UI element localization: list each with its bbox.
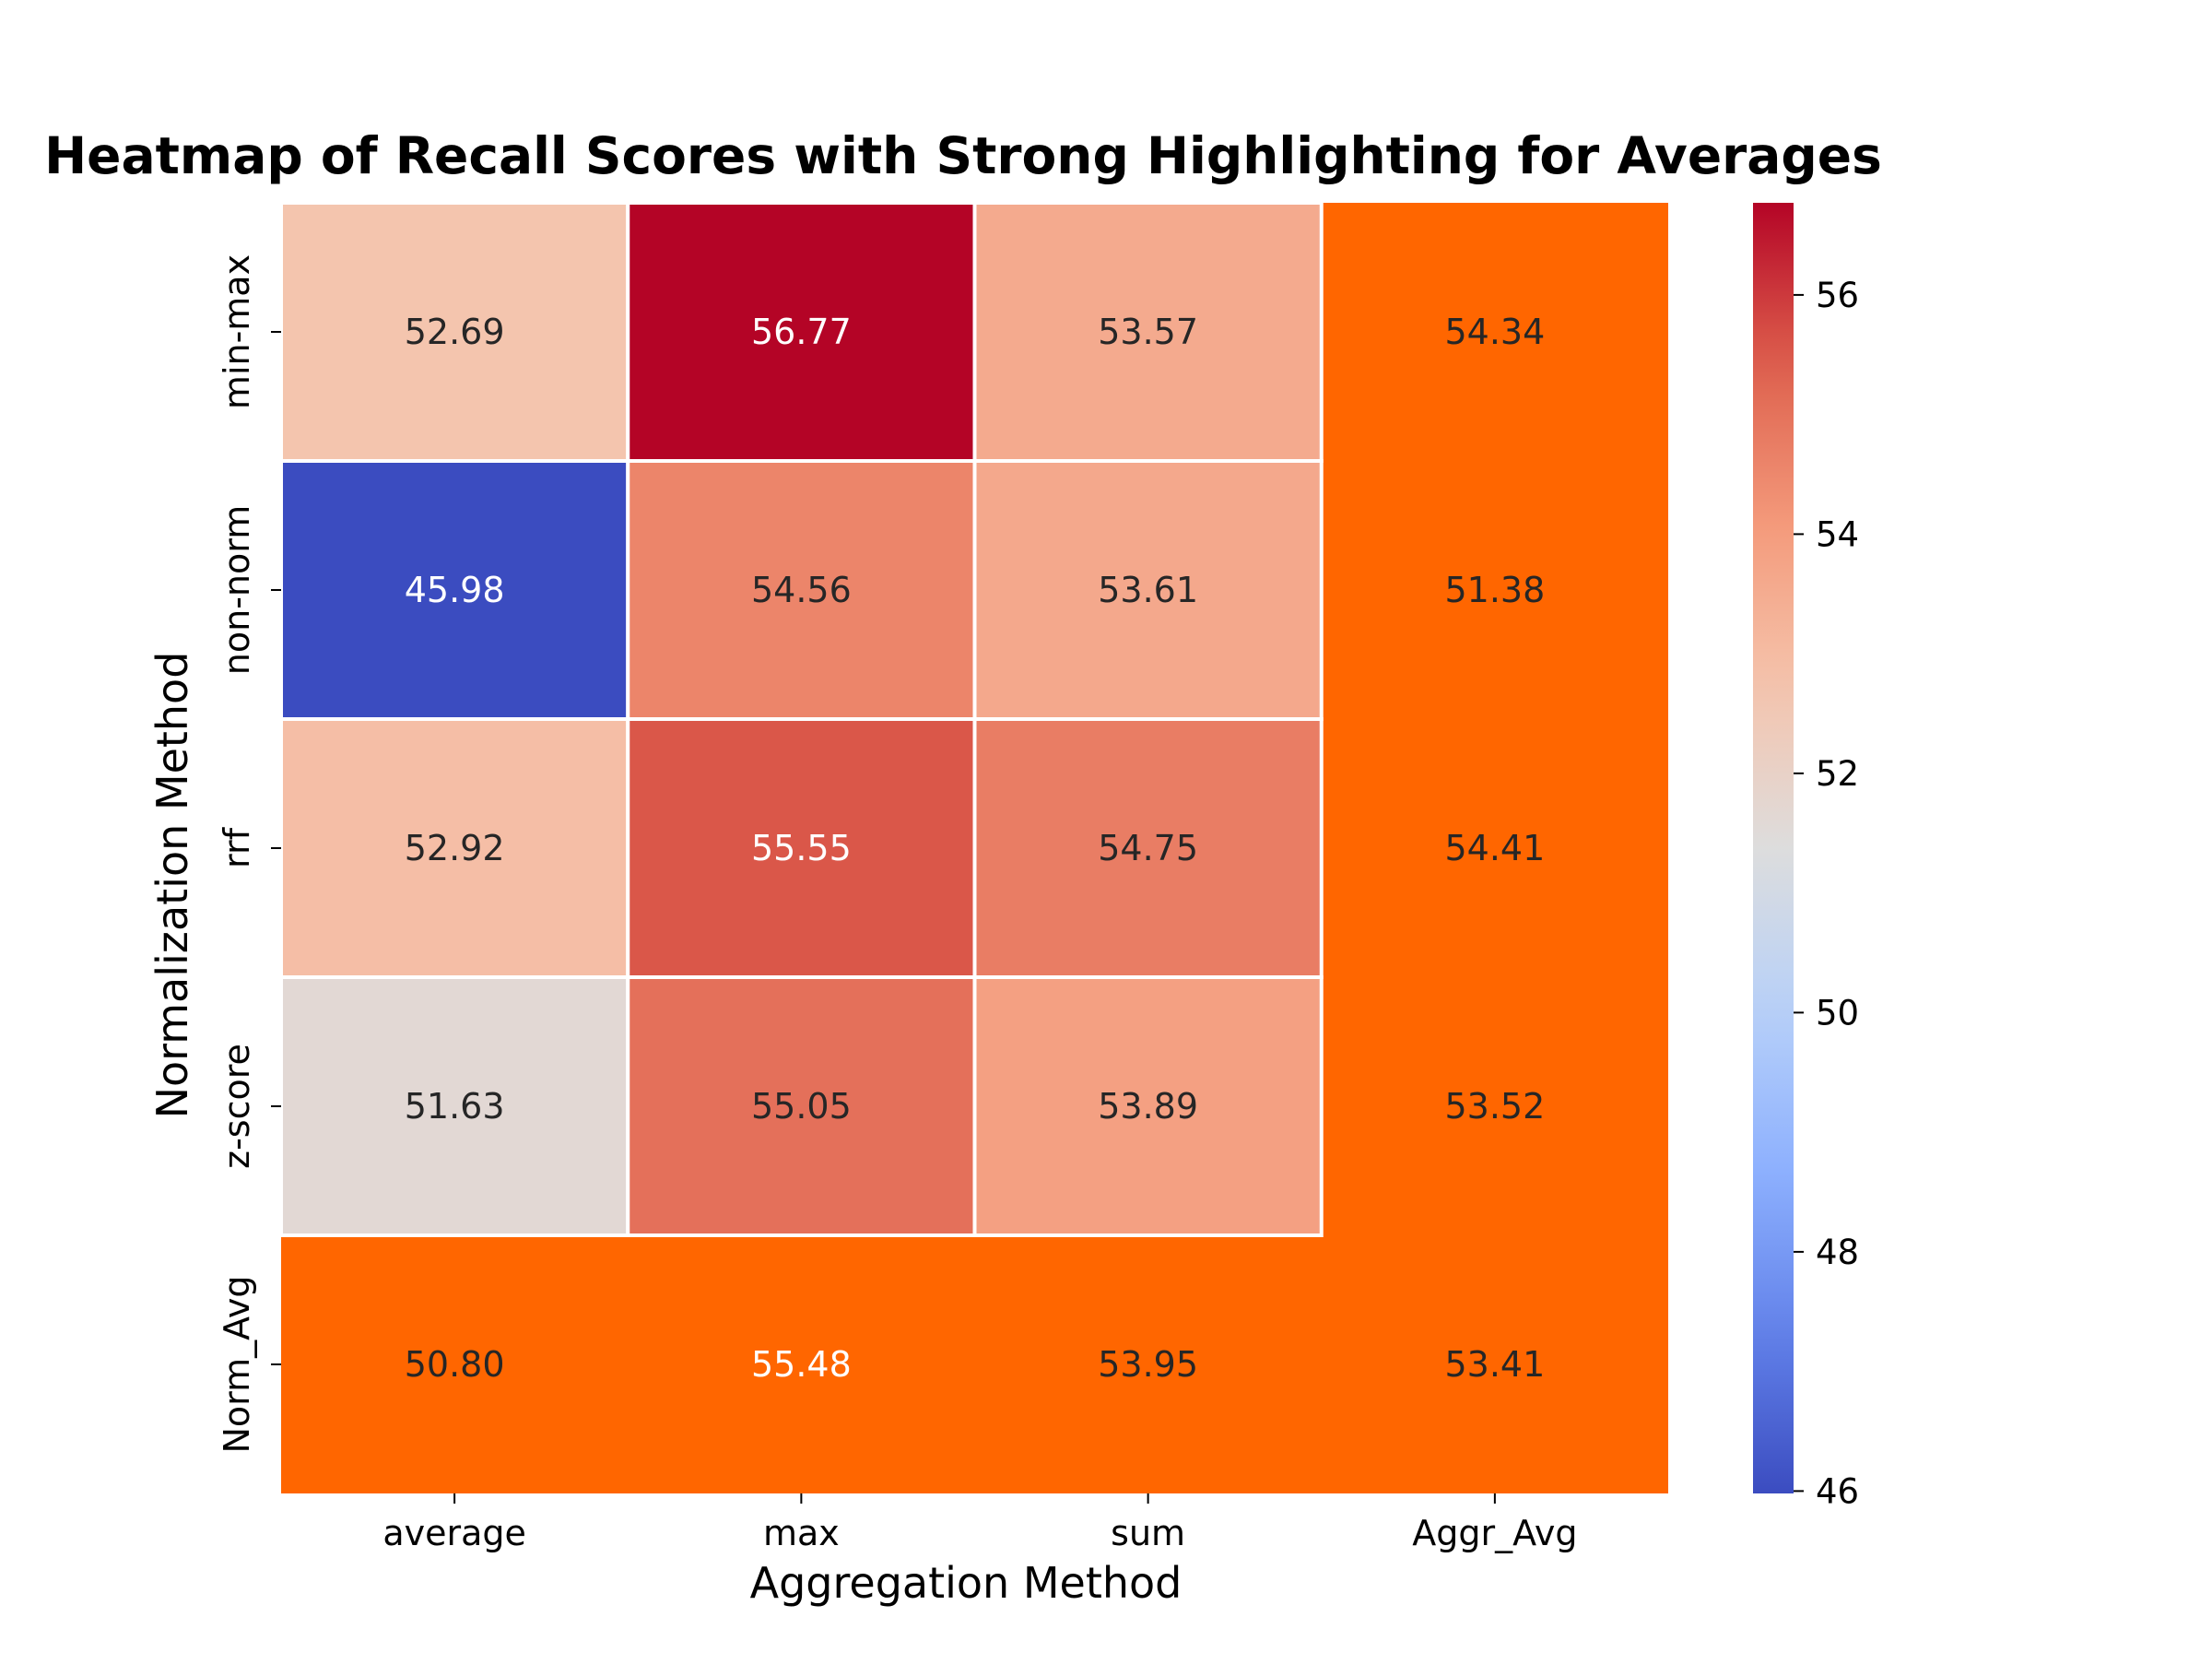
x-axis-ticks: average max sum Aggr_Avg bbox=[382, 1493, 1578, 1553]
colorbar-tick-label: 48 bbox=[1816, 1233, 1859, 1272]
cell-value-label: 53.52 bbox=[1444, 1086, 1545, 1127]
cell-value-label: 50.80 bbox=[405, 1344, 505, 1385]
x-axis-label: Aggregation Method bbox=[750, 1558, 1182, 1608]
highlight-avg-row bbox=[281, 1235, 1668, 1493]
cell-value-label: 54.56 bbox=[751, 570, 852, 610]
cell-value-label: 53.57 bbox=[1098, 312, 1198, 352]
cell-value-label: 55.48 bbox=[751, 1344, 852, 1385]
y-axis-ticks: min-max non-norm rrf z-score Norm_Avg bbox=[217, 254, 281, 1454]
x-tick-label: sum bbox=[1111, 1513, 1185, 1553]
heatmap-cell bbox=[279, 717, 630, 979]
heatmap-cell bbox=[626, 975, 977, 1237]
x-tick-label: average bbox=[382, 1513, 526, 1553]
cell-value-label: 56.77 bbox=[751, 312, 852, 352]
heatmap-cell bbox=[626, 717, 977, 979]
y-axis-label: Normalization Method bbox=[147, 652, 197, 1119]
colorbar-tick-label: 52 bbox=[1816, 754, 1859, 794]
colorbar: 46 48 50 52 54 56 bbox=[1753, 203, 1859, 1511]
y-tick-label: min-max bbox=[217, 254, 257, 409]
heatmap-cell bbox=[626, 459, 977, 721]
cell-value-label: 53.61 bbox=[1098, 570, 1198, 610]
colorbar-tick-label: 56 bbox=[1816, 276, 1859, 315]
cell-value-label: 51.63 bbox=[405, 1086, 505, 1127]
heatmap-cell bbox=[972, 975, 1324, 1237]
cell-value-label: 52.69 bbox=[405, 312, 505, 352]
colorbar-gradient bbox=[1753, 203, 1794, 1493]
x-tick-label: max bbox=[763, 1513, 840, 1553]
x-tick-label: Aggr_Avg bbox=[1412, 1513, 1577, 1553]
cell-value-label: 54.41 bbox=[1444, 828, 1545, 868]
cell-value-label: 51.38 bbox=[1444, 570, 1545, 610]
colorbar-tick-label: 46 bbox=[1816, 1471, 1859, 1511]
y-tick-label: rrf bbox=[217, 826, 257, 868]
heatmap-cell bbox=[279, 459, 630, 721]
cell-value-label: 53.95 bbox=[1098, 1344, 1198, 1385]
cell-value-label: 55.55 bbox=[751, 828, 852, 868]
colorbar-tick-label: 54 bbox=[1816, 514, 1859, 554]
heatmap-cell bbox=[279, 975, 630, 1237]
y-tick-label: non-norm bbox=[217, 505, 257, 675]
heatmap-cell bbox=[972, 459, 1324, 721]
y-tick-label: Norm_Avg bbox=[217, 1275, 257, 1453]
cell-value-label: 54.34 bbox=[1444, 312, 1545, 352]
cell-value-label: 45.98 bbox=[405, 570, 505, 610]
chart-title: Heatmap of Recall Scores with Strong Hig… bbox=[44, 126, 1882, 185]
heatmap-cell-labels: 52.69 56.77 53.57 54.34 45.98 54.56 53.61 51.38… bbox=[405, 312, 1546, 1385]
heatmap-cells bbox=[279, 201, 1668, 1493]
y-tick-label: z-score bbox=[217, 1044, 257, 1169]
cell-value-label: 54.75 bbox=[1098, 828, 1198, 868]
cell-value-label: 53.89 bbox=[1098, 1086, 1198, 1127]
cell-value-label: 52.92 bbox=[405, 828, 505, 868]
cell-value-label: 53.41 bbox=[1444, 1344, 1545, 1385]
cell-value-label: 55.05 bbox=[751, 1086, 852, 1127]
colorbar-tick-label: 50 bbox=[1816, 993, 1859, 1033]
heatmap-cell bbox=[972, 201, 1324, 463]
